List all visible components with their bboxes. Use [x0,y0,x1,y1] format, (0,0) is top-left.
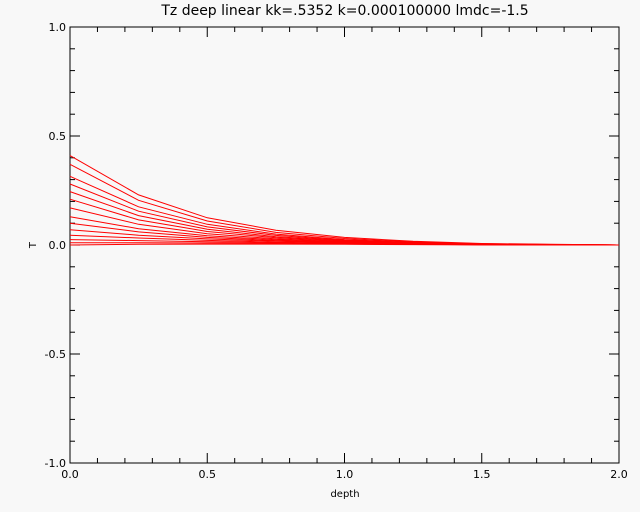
y-axis: -1.0 -0.5 0.0 0.5 1.0 [45,21,619,470]
x-axis: 0.0 0.5 1.0 1.5 2.0 [61,27,628,481]
chart-title: Tz deep linear kk=.5352 k=0.000100000 lm… [160,3,528,19]
y-axis-label: T [28,241,39,249]
x-tick-label: 0.0 [61,468,79,481]
x-tick-label: 0.5 [199,468,217,481]
x-tick-label: 1.0 [336,468,354,481]
y-tick-label: -1.0 [45,457,66,470]
y-tick-label: 0.5 [49,130,67,143]
x-tick-label: 2.0 [610,468,628,481]
series-layer [69,155,620,246]
x-axis-label: depth [330,489,359,500]
x-tick-label: 1.5 [473,468,491,481]
y-tick-label: -0.5 [45,348,66,361]
series-line-1 [69,155,620,246]
series-line-3 [69,175,620,246]
y-tick-label: 0.0 [49,239,67,252]
y-tick-label: 1.0 [49,21,67,34]
series-line-14 [69,243,620,246]
